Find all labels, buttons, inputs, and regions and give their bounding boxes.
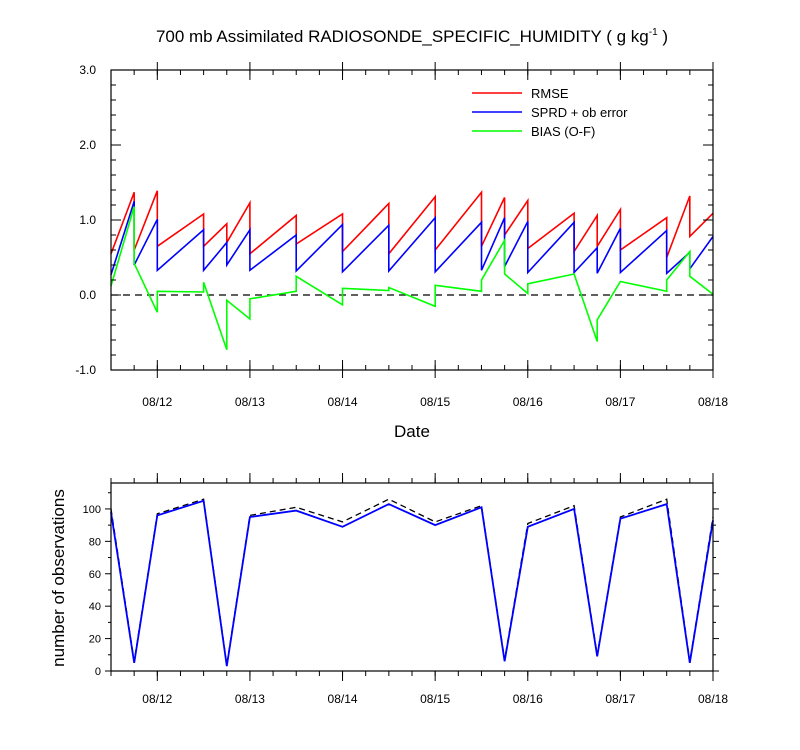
series-line-bias-o-f: [110, 206, 714, 351]
y-tick-label: 0: [95, 666, 101, 678]
y-tick-label: 1.0: [79, 213, 96, 227]
x-tick-label: 08/18: [698, 395, 728, 409]
tick-layer: -1.0 0.0 1.0 2.0 3.0 08/12 08/13 08/14 08/15 08/1…: [75, 62, 728, 409]
x-axis-title: Date: [394, 422, 430, 441]
y-tick-label: 40: [89, 601, 101, 613]
x-tick-label: 08/13: [235, 395, 265, 409]
y-tick-label: 3.0: [79, 63, 96, 77]
x-tick-label: 08/15: [420, 395, 450, 409]
chart-title: 700 mb Assimilated RADIOSONDE_SPECIFIC_H…: [156, 27, 668, 46]
series-line-observations-assimilated: [110, 499, 714, 667]
series-line-rmse: [110, 190, 714, 258]
legend-label-bias: BIAS (O-F): [531, 124, 595, 139]
x-tick-label: 08/16: [513, 395, 543, 409]
y-tick-label: 20: [89, 634, 101, 646]
x-tick-label: 08/16: [513, 692, 543, 706]
x-tick-label: 08/17: [605, 692, 635, 706]
x-tick-label: 08/15: [420, 692, 450, 706]
series-line-sprd-ob-error: [110, 201, 714, 276]
x-tick-label: 08/18: [698, 692, 728, 706]
tick-layer: 0 20 40 60 80 100 08/12 08/13 08/14 08/15 08/16 08/…: [83, 473, 728, 706]
x-tick-label: 08/13: [235, 692, 265, 706]
plot-frame: [110, 482, 714, 672]
legend-item-rmse: RMSE: [472, 86, 569, 101]
legend-item-sprd: SPRD + ob error: [472, 105, 628, 120]
legend-label-sprd: SPRD + ob error: [531, 105, 628, 120]
observation-count-chart: 0 20 40 60 80 100 08/12 08/13 08/14 08/15 08/16 08/…: [49, 473, 728, 706]
y-tick-label: 100: [83, 504, 101, 516]
legend-item-bias: BIAS (O-F): [472, 124, 595, 139]
y-tick-label: 80: [89, 536, 101, 548]
y-axis-title: number of observations: [49, 489, 68, 667]
x-tick-label: 08/14: [328, 692, 358, 706]
series-layer: [110, 498, 714, 667]
x-tick-label: 08/12: [142, 395, 172, 409]
legend-label-rmse: RMSE: [531, 86, 569, 101]
x-tick-label: 08/12: [142, 692, 172, 706]
x-tick-label: 08/14: [328, 395, 358, 409]
x-tick-label: 08/17: [605, 395, 635, 409]
y-tick-label: 2.0: [79, 138, 96, 152]
rmse-spread-bias-chart: 700 mb Assimilated RADIOSONDE_SPECIFIC_H…: [75, 27, 728, 441]
plot-frame: [110, 69, 714, 371]
legend: RMSE SPRD + ob error BIAS (O-F): [472, 86, 628, 139]
y-tick-label: 60: [89, 569, 101, 581]
series-layer: [110, 190, 714, 351]
y-tick-label: -1.0: [75, 363, 96, 377]
series-line-observations-possible: [110, 498, 714, 665]
y-tick-label: 0.0: [79, 288, 96, 302]
